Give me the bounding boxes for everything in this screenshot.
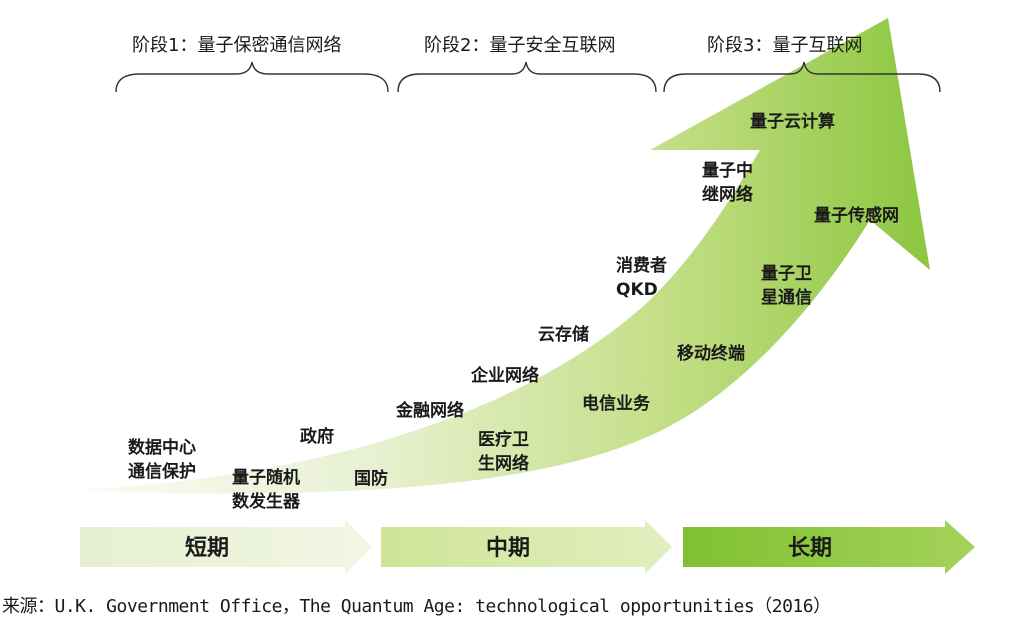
stage-title-2: 阶段2：量子安全互联网 — [424, 35, 616, 56]
timeline-arrow-long — [683, 520, 975, 574]
app-mobile-terminal: 移动终端 — [677, 344, 745, 364]
app-quantum-repeater: 量子中 继网络 — [702, 161, 753, 205]
stage-title-1: 阶段1：量子保密通信网络 — [132, 35, 342, 56]
app-government: 政府 — [300, 427, 334, 447]
app-quantum-satellite: 量子卫 星通信 — [761, 264, 812, 308]
app-medical-network: 医疗卫 生网络 — [478, 430, 529, 474]
stage-braces — [115, 61, 941, 93]
brace-2 — [397, 61, 657, 93]
app-cloud-storage: 云存储 — [538, 325, 589, 345]
app-datacenter-protection: 数据中心 通信保护 — [128, 438, 196, 482]
app-telecom: 电信业务 — [582, 394, 650, 414]
app-qrng: 量子随机 数发生器 — [232, 468, 300, 512]
timeline-label-mid: 中期 — [485, 536, 530, 561]
brace-3 — [663, 61, 941, 93]
app-defense: 国防 — [354, 469, 388, 489]
source-citation: 来源：U.K. Government Office，The Quantum Ag… — [2, 596, 831, 617]
app-finance-network: 金融网络 — [396, 401, 464, 421]
timeline-arrow-short — [80, 520, 372, 574]
brace-1 — [115, 61, 389, 93]
app-consumer-qkd: 消费者 QKD — [616, 256, 667, 300]
stage-title-3: 阶段3：量子互联网 — [707, 35, 863, 56]
app-quantum-cloud-computing: 量子云计算 — [750, 112, 835, 132]
app-enterprise-network: 企业网络 — [471, 366, 539, 386]
timeline-label-long: 长期 — [787, 536, 832, 561]
app-quantum-sensing-network: 量子传感网 — [814, 206, 899, 226]
timeline-label-short: 短期 — [184, 536, 229, 561]
timeline-arrow-mid — [381, 520, 672, 574]
